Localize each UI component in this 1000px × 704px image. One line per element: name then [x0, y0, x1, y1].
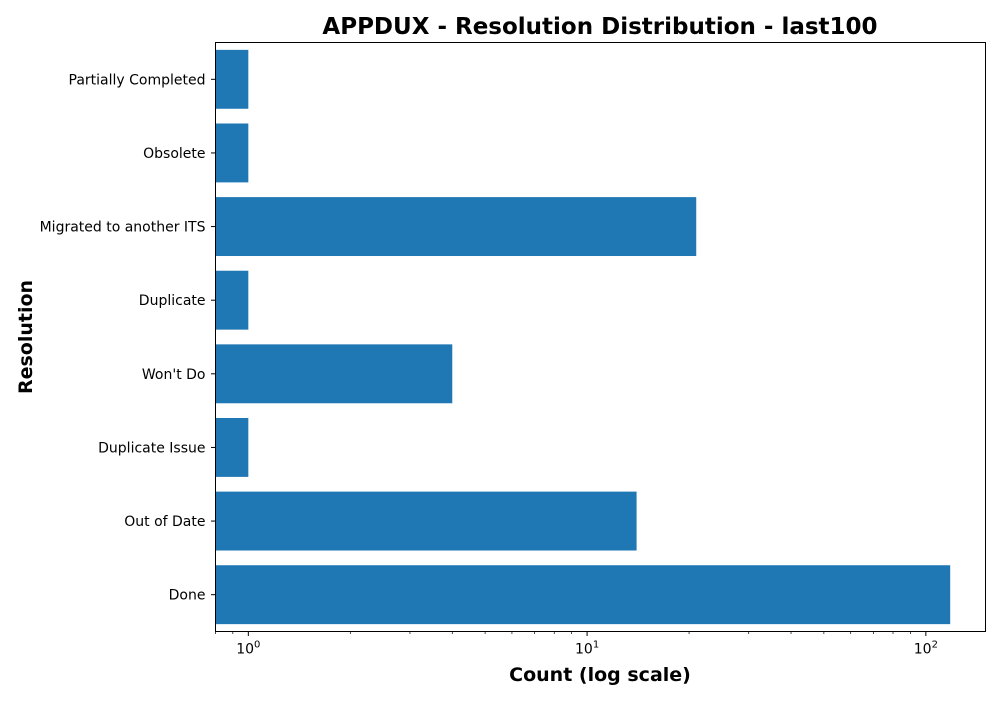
y-tick-label: Obsolete: [143, 146, 205, 162]
y-tick-label: Partially Completed: [69, 72, 206, 88]
bar-duplicate: [215, 270, 249, 330]
bar-duplicate-issue: [215, 417, 249, 477]
y-axis-ticks: Done Out of Date Duplicate Issue Won't Do Du…: [40, 72, 216, 604]
y-tick-label: Duplicate: [139, 293, 206, 309]
bar-won-t-do: [215, 344, 453, 404]
bar-done: [215, 565, 951, 625]
chart-title: APPDUX - Resolution Distribution - last1…: [322, 14, 877, 40]
x-axis-label: Count (log scale): [509, 664, 691, 686]
y-tick-label: Out of Date: [124, 514, 205, 530]
bar-out-of-date: [215, 491, 637, 551]
x-tick-label: 101: [575, 640, 599, 658]
y-tick-label: Migrated to another ITS: [40, 220, 206, 236]
bar-partially-completed: [215, 49, 249, 109]
x-axis-ticks: 100 101 102: [215, 631, 938, 658]
y-tick-label: Duplicate Issue: [98, 440, 205, 456]
bar-obsolete: [215, 123, 249, 183]
x-tick-label: 102: [914, 640, 938, 658]
bars-group: [215, 49, 951, 625]
y-tick-label: Won't Do: [142, 367, 206, 383]
x-tick-label: 100: [236, 640, 260, 658]
y-tick-label: Done: [169, 588, 206, 604]
plot-frame: [215, 42, 986, 632]
bar-migrated-to-another-its: [215, 197, 697, 257]
y-axis-label: Resolution: [15, 280, 37, 394]
